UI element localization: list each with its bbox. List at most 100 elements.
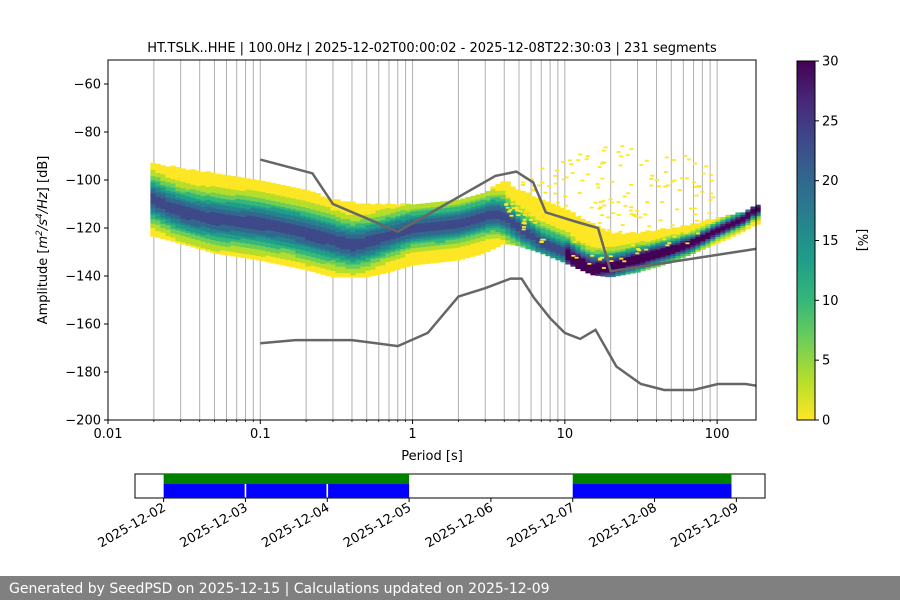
heatmap-cell	[305, 203, 311, 206]
heatmap-cell	[305, 199, 311, 202]
heatmap-cell	[360, 270, 366, 274]
heatmap-cell	[645, 249, 651, 253]
heatmap-cell	[495, 244, 501, 248]
heatmap-cell	[250, 235, 256, 238]
heatmap-cell	[545, 225, 551, 229]
heatmap-cell	[709, 192, 713, 195]
heatmap-cell	[305, 259, 311, 263]
heatmap-cell	[385, 242, 391, 245]
heatmap-cell	[620, 235, 626, 239]
heatmap-cell	[545, 219, 551, 222]
heatmap-cell	[637, 249, 642, 252]
heatmap-cell	[220, 245, 226, 249]
heatmap-cell	[525, 216, 531, 219]
heatmap-cell	[375, 242, 381, 245]
heatmap-cell	[295, 214, 301, 217]
heatmap-cell	[380, 208, 386, 212]
heatmap-cell	[535, 200, 541, 203]
heatmap-cell	[235, 202, 241, 206]
heatmap-cell	[190, 218, 196, 222]
heatmap-cell	[725, 234, 731, 237]
colorbar-tick-label: 25	[822, 114, 839, 129]
heatmap-cell	[180, 196, 186, 200]
heatmap-cell	[350, 264, 356, 267]
heatmap-cell	[425, 220, 431, 223]
heatmap-cell	[420, 261, 426, 265]
heatmap-cell	[550, 229, 556, 233]
heatmap-cell	[245, 219, 251, 222]
heatmap-cell	[250, 207, 256, 210]
heatmap-cell	[555, 201, 560, 204]
heatmap-cell	[260, 228, 266, 231]
heatmap-cell	[170, 237, 176, 240]
heatmap-cell	[730, 225, 736, 229]
heatmap-cell	[710, 232, 716, 235]
heatmap-cell	[645, 260, 651, 264]
heatmap-cell	[220, 183, 226, 186]
heatmap-cell	[465, 229, 471, 233]
heatmap-cell	[460, 235, 466, 238]
heatmap-cell	[475, 248, 481, 252]
heatmap-cell	[450, 215, 456, 219]
heatmap-cell	[420, 205, 426, 209]
availability-bar-blue	[246, 484, 327, 498]
heatmap-cell	[380, 217, 386, 220]
heatmap-cell	[225, 186, 231, 189]
heatmap-cell	[210, 183, 216, 187]
heatmap-cell	[245, 197, 251, 201]
heatmap-cell	[490, 227, 496, 231]
heatmap-cell	[693, 213, 698, 216]
heatmap-cell	[320, 261, 326, 264]
heatmap-cell	[445, 207, 451, 210]
heatmap-cell	[320, 203, 326, 206]
heatmap-cell	[615, 243, 621, 246]
heatmap-cell	[210, 209, 216, 212]
heatmap-cell	[520, 203, 526, 207]
heatmap-cell	[410, 204, 416, 208]
heatmap-cell	[340, 261, 346, 265]
heatmap-cell	[615, 258, 621, 262]
heatmap-cell	[470, 249, 476, 253]
heatmap-cell	[590, 253, 596, 256]
heatmap-cell	[315, 251, 321, 254]
heatmap-cell	[455, 234, 461, 237]
heatmap-cell	[675, 240, 681, 243]
heatmap-cell	[385, 255, 391, 258]
heatmap-cell	[150, 199, 156, 203]
heatmap-cell	[320, 231, 326, 234]
heatmap-cell	[490, 221, 496, 224]
heatmap-cell	[475, 200, 481, 204]
heatmap-cell	[260, 208, 266, 212]
heatmap-cell	[570, 220, 576, 224]
heatmap-cell	[345, 240, 351, 243]
heatmap-cell	[185, 169, 191, 173]
heatmap-cell	[150, 162, 156, 166]
heatmap-cell	[210, 218, 216, 221]
heatmap-cell	[470, 239, 476, 242]
heatmap-cell	[375, 231, 381, 234]
heatmap-cell	[300, 191, 306, 194]
heatmap-cell	[470, 200, 476, 203]
heatmap-cell	[660, 243, 666, 246]
heatmap-cell	[505, 198, 511, 202]
heatmap-cell	[325, 264, 331, 268]
heatmap-cell	[200, 213, 206, 216]
heatmap-cell	[170, 219, 176, 223]
heatmap-cell	[240, 209, 246, 213]
heatmap-cell	[395, 267, 401, 270]
heatmap-cell	[585, 240, 591, 244]
heatmap-cell	[485, 223, 491, 227]
heatmap-cell	[335, 199, 341, 202]
heatmap-cell	[565, 209, 571, 213]
y-tick-label: −80	[74, 126, 101, 141]
heatmap-cell	[380, 243, 386, 246]
heatmap-cell	[370, 267, 376, 270]
heatmap-cell	[415, 251, 421, 255]
heatmap-cell	[170, 215, 176, 219]
colorbar-tick-label: 30	[822, 55, 839, 70]
heatmap-cell	[708, 199, 713, 201]
heatmap-cell	[450, 239, 456, 242]
heatmap-cell	[600, 230, 606, 234]
lower-noise-model-line	[260, 277, 757, 392]
heatmap-cell	[220, 200, 226, 203]
